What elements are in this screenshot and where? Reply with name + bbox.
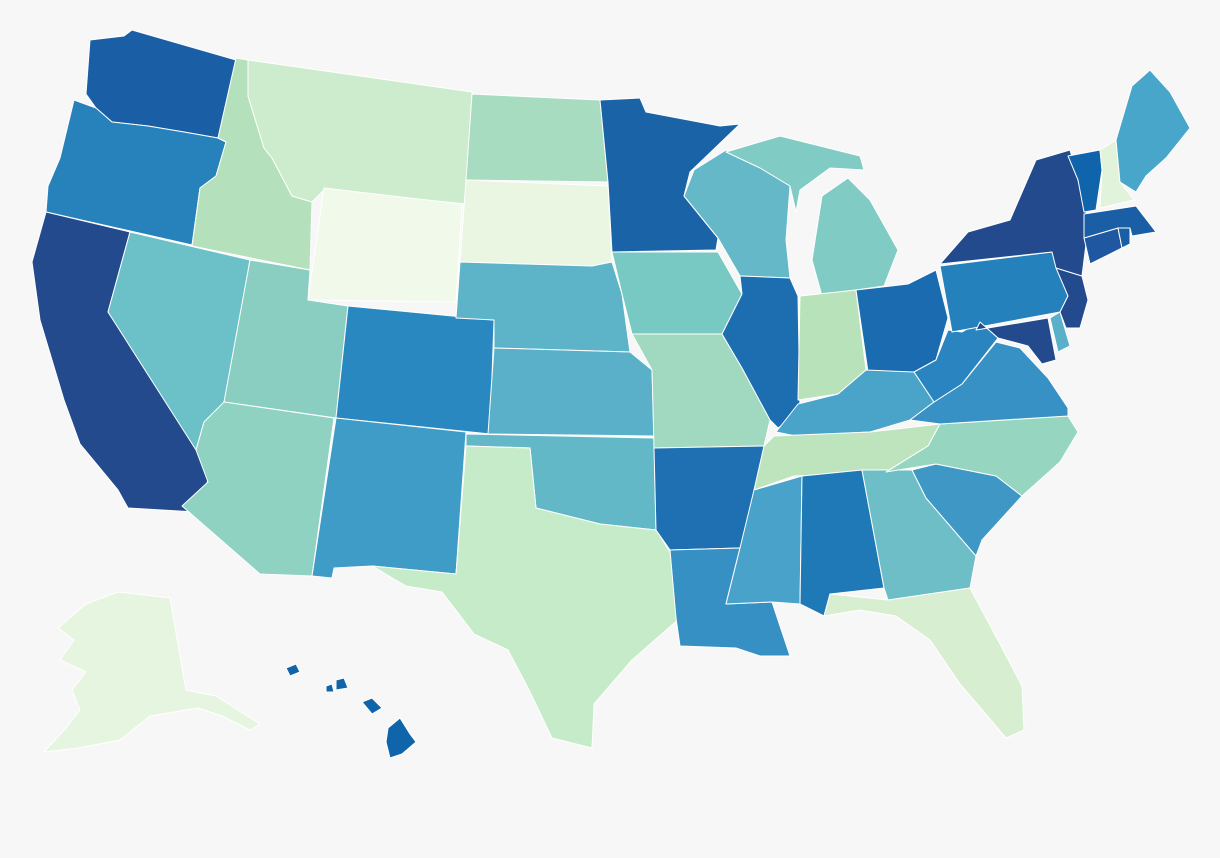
state-il[interactable] xyxy=(721,275,801,429)
state-ia[interactable] xyxy=(611,251,743,335)
state-fl[interactable] xyxy=(823,587,1025,739)
state-hi-molokai[interactable] xyxy=(335,677,349,691)
state-me[interactable] xyxy=(1115,69,1191,193)
state-hi[interactable] xyxy=(385,717,417,759)
state-nm[interactable] xyxy=(311,417,467,579)
state-de[interactable] xyxy=(1049,311,1071,353)
state-co[interactable] xyxy=(335,305,495,435)
state-hi-maui[interactable] xyxy=(361,697,383,715)
state-hi-kauai[interactable] xyxy=(285,663,301,677)
state-sd[interactable] xyxy=(459,179,613,273)
state-mi-lower[interactable] xyxy=(811,177,899,297)
state-md[interactable] xyxy=(975,317,1057,365)
state-hi-oahu[interactable] xyxy=(325,683,335,693)
state-nd[interactable] xyxy=(465,93,609,183)
state-mn[interactable] xyxy=(599,97,741,253)
state-ks[interactable] xyxy=(487,347,655,437)
state-ma[interactable] xyxy=(1083,205,1157,239)
state-ak[interactable] xyxy=(43,591,261,753)
state-az[interactable] xyxy=(181,401,335,577)
state-nj[interactable] xyxy=(1055,267,1089,329)
state-mi[interactable] xyxy=(725,135,865,213)
state-nc[interactable] xyxy=(885,415,1079,497)
state-tx[interactable] xyxy=(371,445,681,749)
state-wy[interactable] xyxy=(307,187,463,303)
